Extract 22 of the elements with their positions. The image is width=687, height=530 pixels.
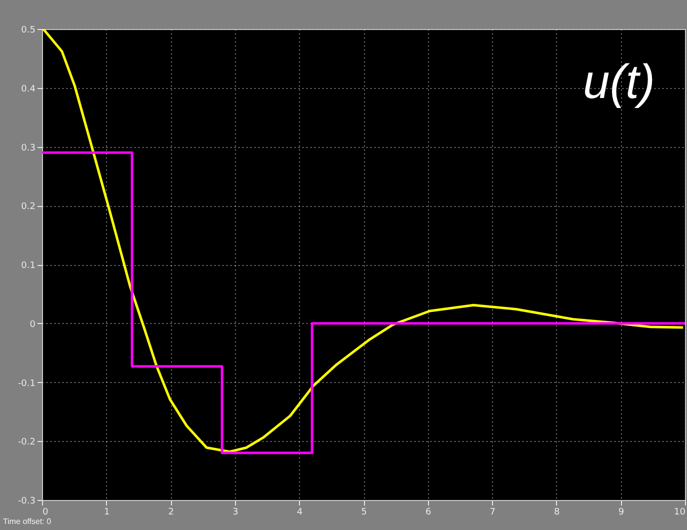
x-tick-label: 9 [618,508,624,518]
y-tick-label: -0.1 [18,378,36,389]
y-tick-label: -0.3 [18,496,36,506]
x-tick-label: 4 [296,508,303,518]
annotation: u(t) [583,56,655,109]
x-tick-label: 8 [554,508,560,518]
x-tick-label: 5 [361,508,367,518]
x-tick-label: 1 [104,508,110,518]
x-tick-label: 7 [490,508,496,518]
x-tick-label: 10 [674,508,686,518]
x-tick-label: 6 [425,508,432,518]
y-tick-label: 0 [30,320,36,330]
y-tick-label: 0.1 [21,261,36,271]
x-tick-label: 3 [232,508,238,518]
x-tick-label: 2 [168,508,174,518]
y-tick-label: 0.5 [21,26,36,36]
y-tick-label: 0.2 [21,202,36,212]
y-tick-label: -0.2 [18,438,36,448]
text: Time offset: 0 [3,517,52,526]
y-tick-label: 0.4 [21,84,36,94]
x-tick-label: 0 [42,508,48,518]
y-tick-label: 0.3 [21,143,36,154]
